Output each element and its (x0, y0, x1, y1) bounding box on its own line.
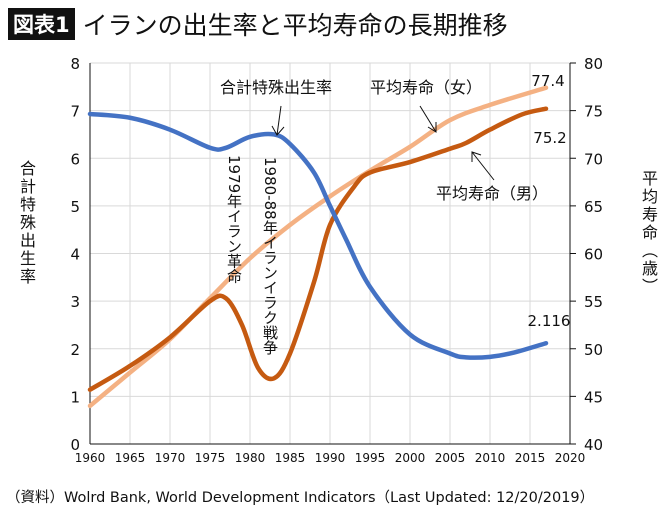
arrow-male (471, 151, 495, 181)
y-tick-label: 7 (70, 103, 80, 121)
series-line-2 (87, 106, 549, 392)
x-tick-label: 1975 (195, 451, 226, 465)
annotation-fertility: 合計特殊出生率 (220, 78, 332, 97)
y-tick-label: 8 (70, 55, 80, 73)
x-tick-label: 2005 (435, 451, 466, 465)
end-value-label: 77.4 (531, 72, 564, 90)
y2-tick-label: 45 (584, 388, 603, 406)
y2-tick-label: 40 (584, 436, 603, 454)
y2-tick-label: 80 (584, 55, 603, 73)
x-tick-label: 1960 (75, 451, 106, 465)
x-tick-label: 1980 (235, 451, 266, 465)
y-tick-label: 1 (70, 388, 80, 406)
chart-title: イランの出生率と平均寿命の長期推移 (82, 11, 508, 40)
x-tick-label: 2020 (555, 451, 586, 465)
x-tick-label: 2015 (515, 451, 546, 465)
x-tick-label: 1985 (275, 451, 306, 465)
arrow-fertility (276, 105, 282, 136)
y2-tick-label: 70 (584, 150, 603, 168)
y-tick-label: 4 (70, 246, 80, 264)
y-tick-label: 6 (70, 150, 80, 168)
y2-tick-label: 55 (584, 293, 603, 311)
end-value-label: 75.2 (533, 129, 566, 147)
y2-tick-label: 75 (584, 103, 603, 121)
x-tick-label: 1965 (115, 451, 146, 465)
x-tick-label: 2010 (475, 451, 506, 465)
arrow-female (419, 105, 437, 133)
y-tick-label: 2 (70, 341, 80, 359)
y-tick-label: 3 (70, 293, 80, 311)
title: 図表1 イランの出生率と平均寿命の長期推移 (8, 6, 508, 42)
x-tick-label: 1990 (315, 451, 346, 465)
source-note: （資料）Wolrd Bank, World Development Indica… (6, 490, 595, 506)
arrowhead-male (471, 151, 482, 162)
arrowhead-female (427, 122, 437, 133)
y2-tick-label: 50 (584, 341, 603, 359)
y2-tick-label: 60 (584, 246, 603, 264)
x-tick-label: 2000 (395, 451, 426, 465)
annotation-revolution: 1979年イラン革命 (225, 155, 243, 283)
x-tick-label: 1970 (155, 451, 186, 465)
annotation-male: 平均寿命（男） (436, 184, 548, 203)
y-axis-label: 合計特殊出生率 (17, 160, 36, 286)
x-tick-label: 1995 (355, 451, 386, 465)
annotation-war: 1980-88年イランイラク戦争 (261, 157, 279, 356)
y2-axis-label: 平均寿命（歳） (639, 170, 658, 296)
y-tick-label: 5 (70, 198, 80, 216)
annotation-female: 平均寿命（女） (370, 78, 482, 97)
end-value-label: 2.116 (528, 312, 571, 330)
series-line-0 (87, 111, 549, 360)
arrowhead-fertility (271, 125, 285, 136)
y2-tick-label: 65 (584, 198, 603, 216)
figure-badge: 図表1 (8, 8, 75, 40)
y-tick-label: 0 (70, 436, 80, 454)
